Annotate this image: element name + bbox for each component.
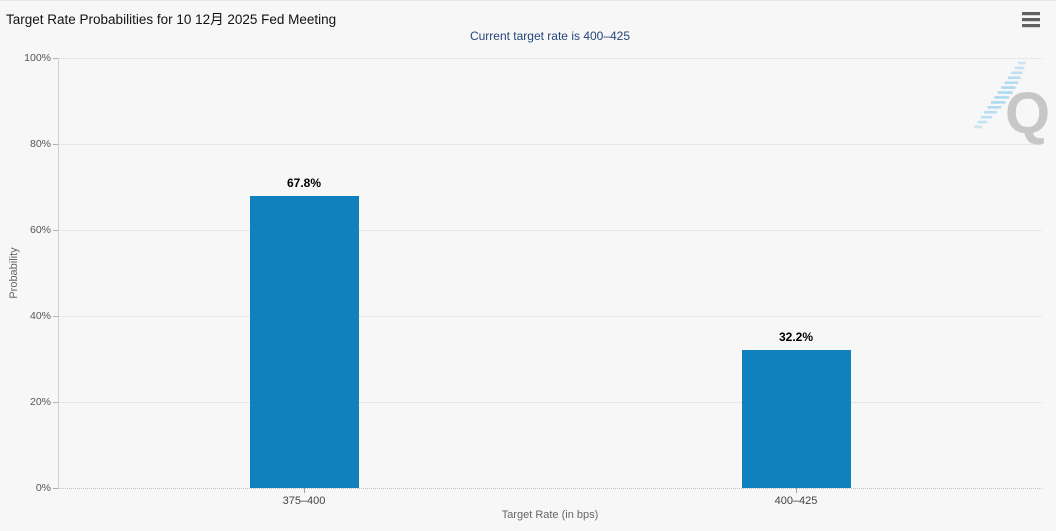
x-axis-tick — [304, 488, 305, 493]
x-axis-category-label: 400–425 — [774, 495, 818, 507]
y-axis-tick — [53, 58, 58, 59]
x-axis-category-label: 375–400 — [282, 495, 326, 507]
y-axis-tick-label: 60% — [29, 224, 51, 236]
gridline — [58, 316, 1042, 317]
y-axis-title: Probability — [8, 247, 20, 299]
bar-value-label: 67.8% — [286, 176, 322, 191]
y-axis-tick-label: 20% — [29, 396, 51, 408]
y-axis-tick — [53, 488, 58, 489]
y-axis-tick — [53, 230, 58, 231]
gridline — [58, 488, 1042, 489]
y-axis-tick — [53, 144, 58, 145]
y-axis-tick — [53, 316, 58, 317]
y-axis-tick-label: 80% — [29, 138, 51, 150]
gridline — [58, 58, 1042, 59]
gridline — [58, 230, 1042, 231]
hamburger-menu-icon — [1022, 12, 1040, 28]
plot-area — [58, 58, 1043, 488]
x-axis-title: Target Rate (in bps) — [501, 509, 599, 521]
chart-title: Target Rate Probabilities for 10 12月 202… — [6, 12, 337, 27]
bar[interactable] — [741, 349, 851, 488]
chart-subtitle: Current target rate is 400–425 — [469, 29, 631, 43]
y-axis-tick — [53, 402, 58, 403]
bar-value-label: 32.2% — [778, 329, 814, 344]
y-axis-tick-label: 100% — [24, 52, 51, 64]
y-axis-tick-label: 0% — [35, 482, 51, 494]
x-axis-tick — [796, 488, 797, 493]
gridline — [58, 144, 1042, 145]
bar[interactable] — [249, 196, 359, 488]
y-axis-tick-label: 40% — [29, 310, 51, 322]
chart-context-menu-button[interactable] — [1019, 10, 1043, 32]
gridline — [58, 402, 1042, 403]
